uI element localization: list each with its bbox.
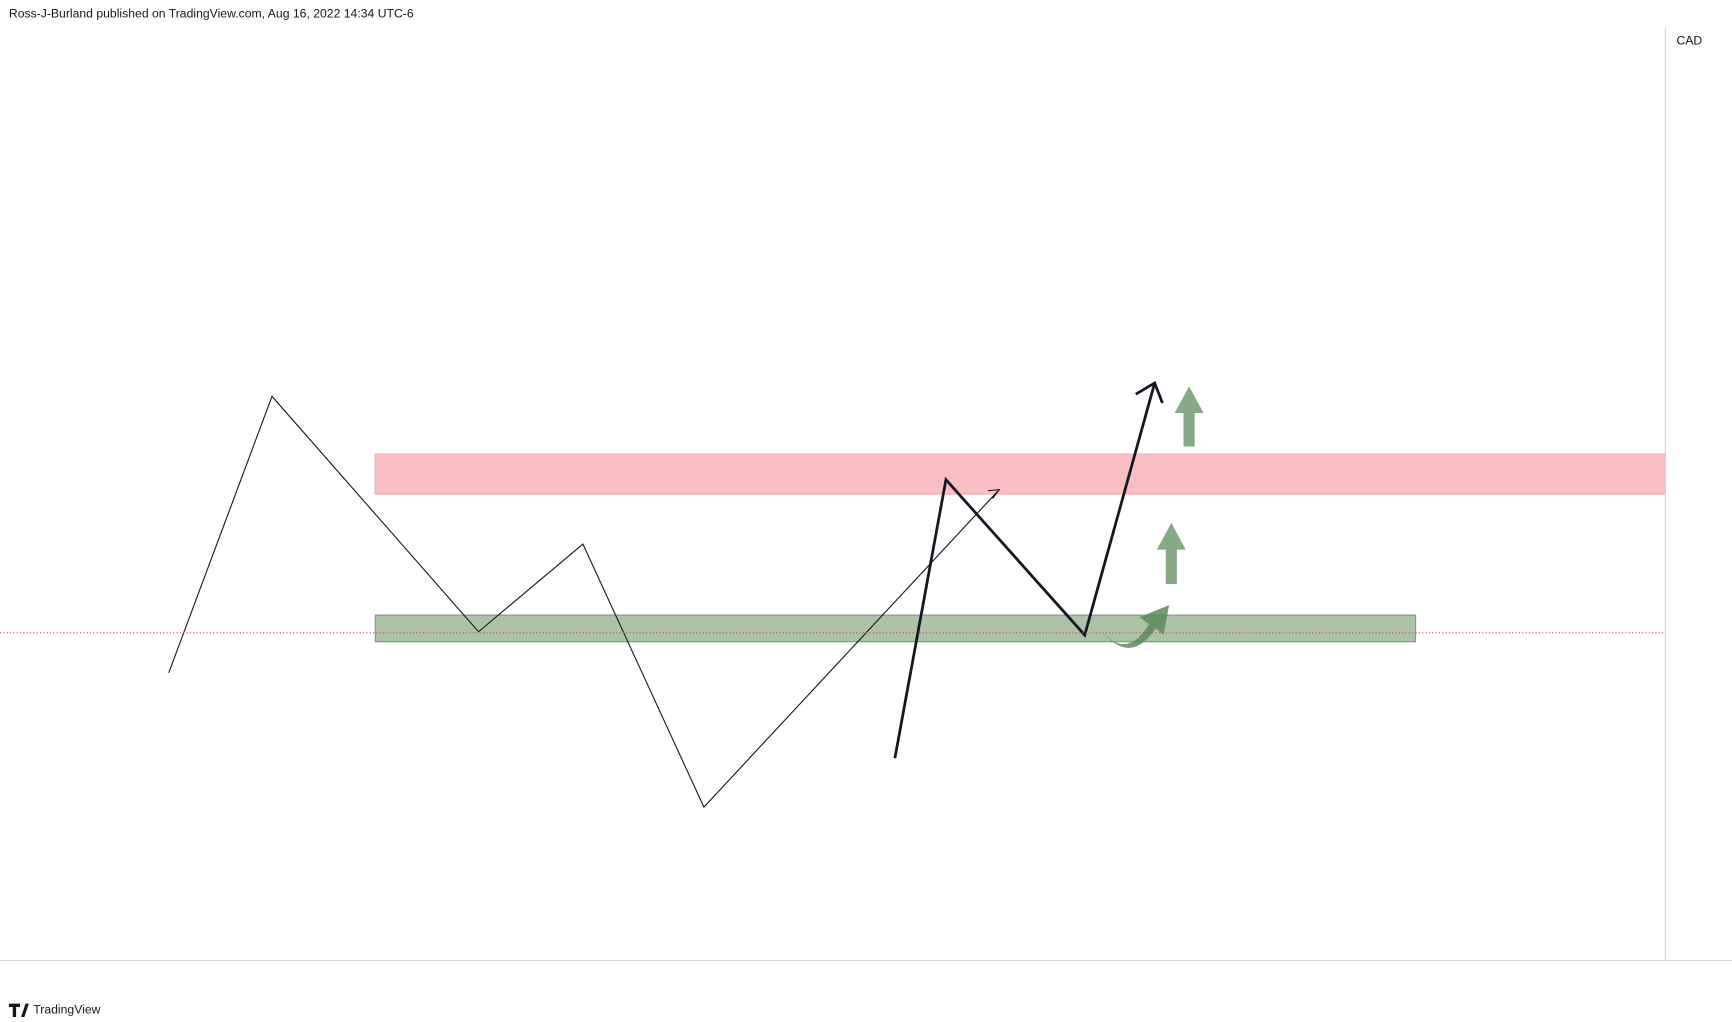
arrow-head bbox=[988, 488, 1001, 499]
logo-mark bbox=[8, 1003, 29, 1017]
support-zone bbox=[374, 614, 1417, 643]
currency-label: CAD bbox=[1676, 33, 1702, 47]
up-arrow bbox=[1156, 522, 1186, 584]
zigzag-line bbox=[168, 395, 1000, 809]
up-arrow bbox=[1174, 386, 1204, 447]
resistance-zone bbox=[374, 453, 1666, 495]
publisher-line: Ross-J-Burland published on TradingView.… bbox=[9, 7, 414, 21]
curved-arrow bbox=[1101, 605, 1170, 648]
arrow-head bbox=[1135, 381, 1164, 404]
brand-logo: TradingView bbox=[8, 1003, 101, 1017]
projection-line bbox=[893, 382, 1157, 759]
brand-name: TradingView bbox=[33, 1003, 100, 1017]
